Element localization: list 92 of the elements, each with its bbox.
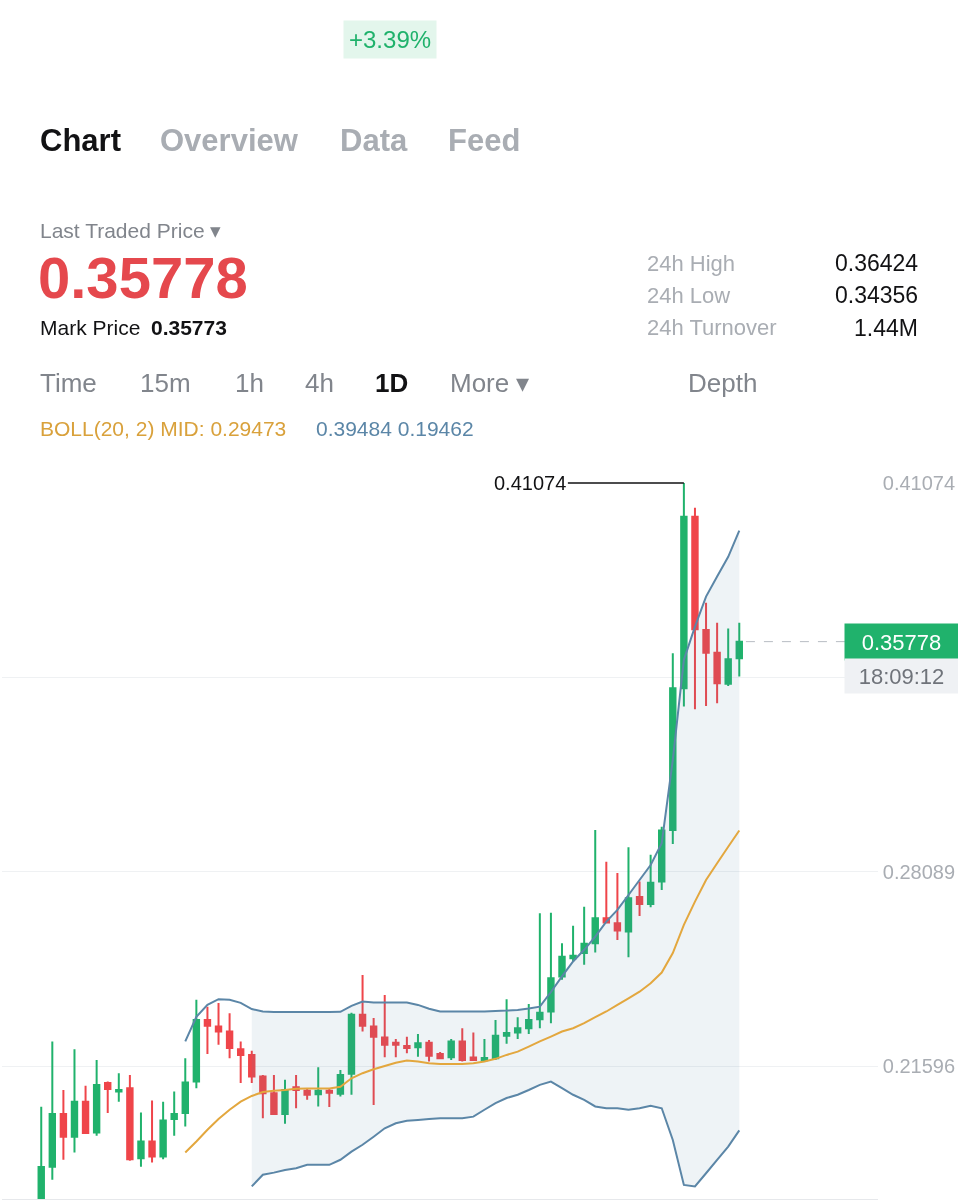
candlestick xyxy=(735,621,743,678)
text: 1h xyxy=(235,368,264,398)
candlestick xyxy=(680,483,688,708)
candlestick xyxy=(70,1048,79,1154)
candlestick xyxy=(270,1073,278,1116)
candlestick xyxy=(547,911,555,1025)
candlestick xyxy=(458,1027,466,1063)
candlestick xyxy=(569,924,577,963)
candlestick xyxy=(92,1059,101,1137)
candlestick xyxy=(635,880,644,917)
text: 1D xyxy=(375,368,409,398)
text: Overview xyxy=(160,123,299,158)
candlestick xyxy=(203,1005,212,1056)
candlestick xyxy=(181,1057,189,1128)
text: Feed xyxy=(448,123,521,158)
line-series xyxy=(250,1080,741,1188)
candlestick xyxy=(691,506,699,711)
line-series xyxy=(184,529,741,1043)
text: Last Traded Price ▾ xyxy=(40,219,222,242)
text: 0.34356 xyxy=(835,282,919,308)
y-tick-label: 0.41074 xyxy=(882,472,956,494)
candlestick xyxy=(724,627,732,687)
ref-line-label: 0.35778 xyxy=(861,629,942,655)
candlestick xyxy=(59,1088,68,1161)
text: 24h Low xyxy=(647,283,731,308)
candlestick xyxy=(513,1016,522,1041)
candlestick xyxy=(281,1078,289,1125)
candlestick xyxy=(37,1105,45,1199)
text: Time xyxy=(40,368,97,398)
candlestick xyxy=(358,973,367,1033)
text: Chart xyxy=(40,123,121,158)
y-tick-label: 0.28089 xyxy=(882,860,956,883)
candlestick xyxy=(259,1073,267,1120)
candlestick xyxy=(347,1011,356,1096)
candlestick xyxy=(536,912,544,1030)
line-series xyxy=(184,829,741,1154)
text: 4h xyxy=(305,368,334,398)
candlestick xyxy=(702,601,710,707)
candlestick xyxy=(392,1038,400,1059)
text: 1.44M xyxy=(854,315,918,341)
text: Data xyxy=(340,123,408,158)
candlestick xyxy=(591,828,599,954)
candlestick xyxy=(126,1073,134,1162)
text: 24h High xyxy=(647,251,736,276)
annotation: 0.41074 xyxy=(494,472,567,494)
candlestick xyxy=(436,1050,444,1061)
candlestick xyxy=(148,1099,156,1164)
candlestick xyxy=(369,1017,378,1106)
candlestick xyxy=(192,998,201,1090)
candlestick xyxy=(81,1084,90,1135)
text: Mark Price xyxy=(40,316,141,339)
candlestick xyxy=(613,872,622,941)
candlestick xyxy=(525,1003,533,1035)
annotation: 18:09:12 xyxy=(858,663,945,689)
text: 0.39484 0.19462 xyxy=(316,417,474,440)
candlestick xyxy=(624,846,633,959)
candlestick xyxy=(248,1049,256,1085)
candlestick xyxy=(646,853,655,909)
text: BOLL(20, 2) MID: 0.29473 xyxy=(40,417,287,440)
candlestick xyxy=(469,1031,478,1062)
candlestick xyxy=(137,1111,145,1168)
text: 24h Turnover xyxy=(647,315,777,340)
y-tick-label: 0.21596 xyxy=(882,1055,956,1078)
candlestick xyxy=(170,1090,178,1137)
text: More ▾ xyxy=(450,368,530,398)
text: +3.39% xyxy=(349,26,432,53)
candlestick xyxy=(713,621,721,705)
candlestick xyxy=(414,1032,422,1058)
text: 0.35773 xyxy=(151,316,227,339)
candlestick xyxy=(225,1012,234,1060)
candlestick xyxy=(104,1080,112,1115)
candlestick xyxy=(425,1038,433,1063)
text: 0.35778 xyxy=(38,245,248,310)
candlestick xyxy=(381,994,389,1059)
candlestick xyxy=(48,1040,57,1181)
candlestick xyxy=(502,998,511,1045)
candlestick xyxy=(491,1018,500,1062)
text: 0.36424 xyxy=(835,250,919,276)
candlestick xyxy=(602,860,611,925)
candlestick xyxy=(115,1072,123,1103)
candlestick xyxy=(403,1035,411,1055)
candlestick xyxy=(314,1066,322,1108)
candlestick xyxy=(480,1038,489,1062)
candlestick xyxy=(236,1040,245,1085)
candlestick xyxy=(303,1087,311,1101)
candlestick xyxy=(447,1038,455,1062)
candlestick xyxy=(325,1088,334,1109)
candlestick xyxy=(558,942,566,981)
candlestick xyxy=(159,1100,167,1161)
text: Depth xyxy=(688,368,758,398)
text: 15m xyxy=(140,368,191,398)
candlestick xyxy=(214,1002,223,1046)
